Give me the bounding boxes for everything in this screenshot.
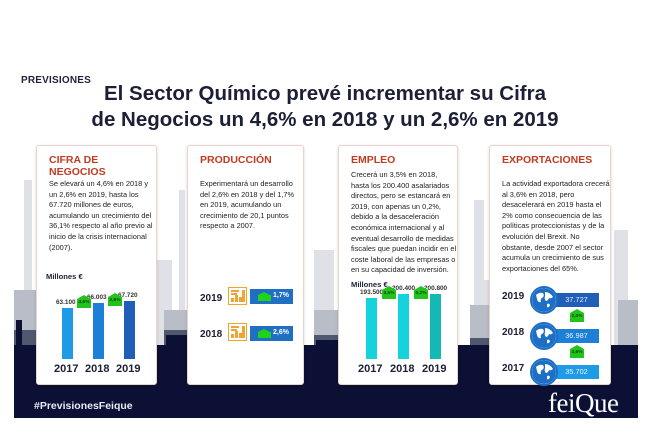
x-axis-label: 2019 bbox=[422, 363, 447, 375]
exportaciones-value: 35.702 bbox=[565, 367, 588, 376]
bar-value-label: 67.720 bbox=[118, 292, 138, 299]
bar-value-label: 200.800 bbox=[424, 285, 448, 292]
bar-chart-icon bbox=[228, 323, 247, 341]
growth-value: 4,6% bbox=[78, 300, 90, 305]
headline-line-1: El Sector Químico prevé incrementar su C… bbox=[103, 82, 547, 105]
card-title: CIFRA DE NEGOCIOS bbox=[49, 154, 106, 178]
bar-2018 bbox=[93, 303, 104, 359]
cifra-bar-chart: 63.100 2017 66.003 2018 4,6% 67.720 2019 2,6% bbox=[37, 146, 156, 384]
x-axis-label: 2017 bbox=[358, 363, 383, 375]
bar-value-label: 200.400 bbox=[392, 285, 416, 292]
hashtag-label[interactable]: #PrevisionesFeique bbox=[34, 400, 133, 412]
exportaciones-value-pill: 37.727 bbox=[554, 293, 599, 307]
headline-line-2: de Negocios un 4,6% en 2018 y un 2,6% en… bbox=[91, 108, 559, 131]
page-headline: El Sector Químico prevé incrementar su C… bbox=[0, 81, 650, 133]
globe-icon bbox=[530, 322, 558, 350]
growth-value: 3,6% bbox=[571, 350, 583, 355]
bar-2017 bbox=[62, 308, 73, 359]
bar-value-label: 193.500 bbox=[360, 289, 384, 296]
card-produccion: PRODUCCIÓN Experimentará un desarrollo d… bbox=[187, 145, 304, 385]
chart-units-label: Millones € bbox=[351, 280, 388, 289]
exportaciones-year: 2018 bbox=[502, 327, 525, 338]
card-empleo: EMPLEO Crecerá un 3,5% en 2018, hasta lo… bbox=[338, 145, 458, 385]
card-description: Experimentará un desarrollo del 2,6% en … bbox=[200, 179, 295, 231]
produccion-year: 2018 bbox=[200, 329, 223, 340]
page-kicker: PREVISIONES bbox=[21, 75, 91, 86]
card-title: EMPLEO bbox=[351, 154, 396, 166]
bar-2018 bbox=[398, 294, 409, 359]
x-axis-label: 2019 bbox=[116, 363, 141, 375]
produccion-growth-value: 1,7% bbox=[273, 292, 289, 299]
growth-badge: 3,5% bbox=[382, 286, 396, 299]
feique-logo: feiQue bbox=[548, 388, 619, 418]
bar-2019 bbox=[124, 301, 135, 359]
up-arrow-icon bbox=[258, 292, 271, 301]
growth-badge: 4,6% bbox=[77, 295, 91, 308]
growth-value: 0,2% bbox=[415, 291, 427, 296]
bar-2019 bbox=[430, 294, 441, 359]
growth-value: 3,5% bbox=[383, 291, 395, 296]
exportaciones-value: 36.987 bbox=[565, 331, 588, 340]
growth-badge: 3,6% bbox=[570, 345, 584, 358]
card-title: PRODUCCIÓN bbox=[200, 154, 272, 166]
chart-units-label: Millones € bbox=[46, 272, 83, 281]
card-description: Crecerá un 3,5% en 2018, hasta los 200.4… bbox=[351, 170, 457, 275]
x-axis-label: 2018 bbox=[85, 363, 110, 375]
empleo-bar-chart: 193.500 2017 200.400 2018 3,5% 200.800 2019 0,2… bbox=[339, 146, 457, 384]
produccion-year: 2019 bbox=[200, 293, 223, 304]
exportaciones-value-pill: 35.702 bbox=[554, 365, 599, 379]
growth-badge: 2,6% bbox=[108, 293, 122, 306]
up-arrow-icon bbox=[258, 329, 271, 338]
growth-value: 2,0% bbox=[571, 314, 583, 319]
card-cifra-de-negocios: CIFRA DE NEGOCIOS Se elevará un 4,6% en … bbox=[36, 145, 157, 385]
growth-badge: 2,0% bbox=[570, 309, 584, 322]
bar-value-label: 66.003 bbox=[87, 294, 107, 301]
card-description: Se elevará un 4,6% en 2018 y un 2,6% en … bbox=[49, 179, 153, 252]
card-description: La actividad exportadora crecerá al 3,6%… bbox=[502, 179, 610, 273]
growth-badge: 0,2% bbox=[414, 286, 428, 299]
x-axis-label: 2018 bbox=[390, 363, 415, 375]
card-title: EXPORTACIONES bbox=[502, 154, 593, 166]
card-exportaciones: EXPORTACIONES La actividad exportadora c… bbox=[489, 145, 611, 386]
bar-chart-icon bbox=[228, 287, 247, 305]
exportaciones-year: 2019 bbox=[502, 291, 525, 302]
exportaciones-year: 2017 bbox=[502, 363, 525, 374]
exportaciones-value-pill: 36.987 bbox=[554, 329, 599, 343]
x-axis-label: 2017 bbox=[54, 363, 79, 375]
exportaciones-value: 37.727 bbox=[565, 295, 588, 304]
produccion-growth-value: 2,6% bbox=[273, 329, 289, 336]
bar-value-label: 63.100 bbox=[56, 299, 76, 306]
globe-icon bbox=[530, 286, 558, 314]
growth-value: 2,6% bbox=[109, 298, 121, 303]
bar-2017 bbox=[366, 298, 377, 359]
globe-icon bbox=[530, 358, 558, 386]
produccion-growth-pill: 1,7% bbox=[250, 289, 293, 304]
produccion-growth-pill: 2,6% bbox=[250, 326, 293, 341]
